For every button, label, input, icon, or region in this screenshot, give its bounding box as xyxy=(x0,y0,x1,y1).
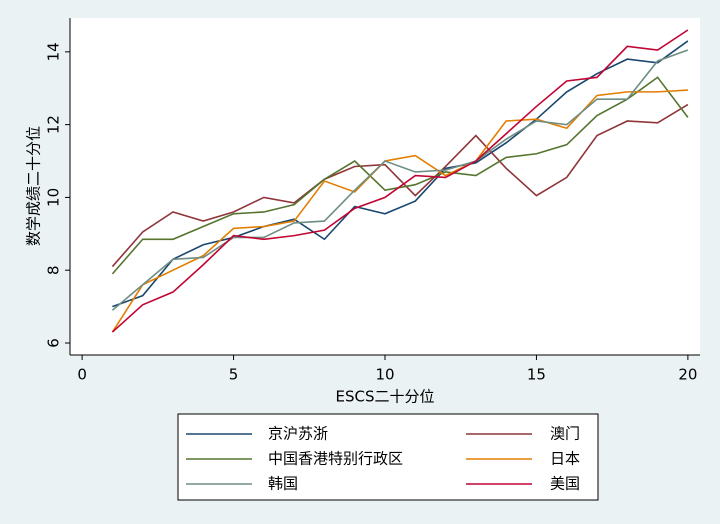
legend-label: 中国香港特别行政区 xyxy=(268,450,403,468)
y-tick-label: 10 xyxy=(45,188,63,207)
legend-label: 京沪苏浙 xyxy=(268,425,328,443)
y-tick-label: 6 xyxy=(45,338,63,348)
x-tick-label: 5 xyxy=(229,366,239,384)
x-tick-label: 15 xyxy=(527,366,546,384)
y-tick-label: 8 xyxy=(45,265,63,275)
y-axis-label: 数学成绩二十分位 xyxy=(25,126,43,246)
series-line xyxy=(111,103,689,268)
series-line xyxy=(112,40,689,308)
series-line xyxy=(111,29,689,333)
legend xyxy=(177,413,599,501)
series-line xyxy=(111,49,689,311)
series-line xyxy=(111,89,688,333)
y-tick-label: 12 xyxy=(45,115,63,134)
legend-label: 澳门 xyxy=(550,425,580,443)
legend-label: 日本 xyxy=(550,450,580,468)
x-tick-label: 20 xyxy=(678,366,697,384)
x-axis-label: ESCS二十分位 xyxy=(336,388,435,406)
y-tick-label: 14 xyxy=(45,42,63,61)
legend-label: 韩国 xyxy=(268,475,298,493)
legend-label: 美国 xyxy=(550,475,580,493)
x-tick-label: 10 xyxy=(375,366,394,384)
x-tick-label: 0 xyxy=(77,366,87,384)
